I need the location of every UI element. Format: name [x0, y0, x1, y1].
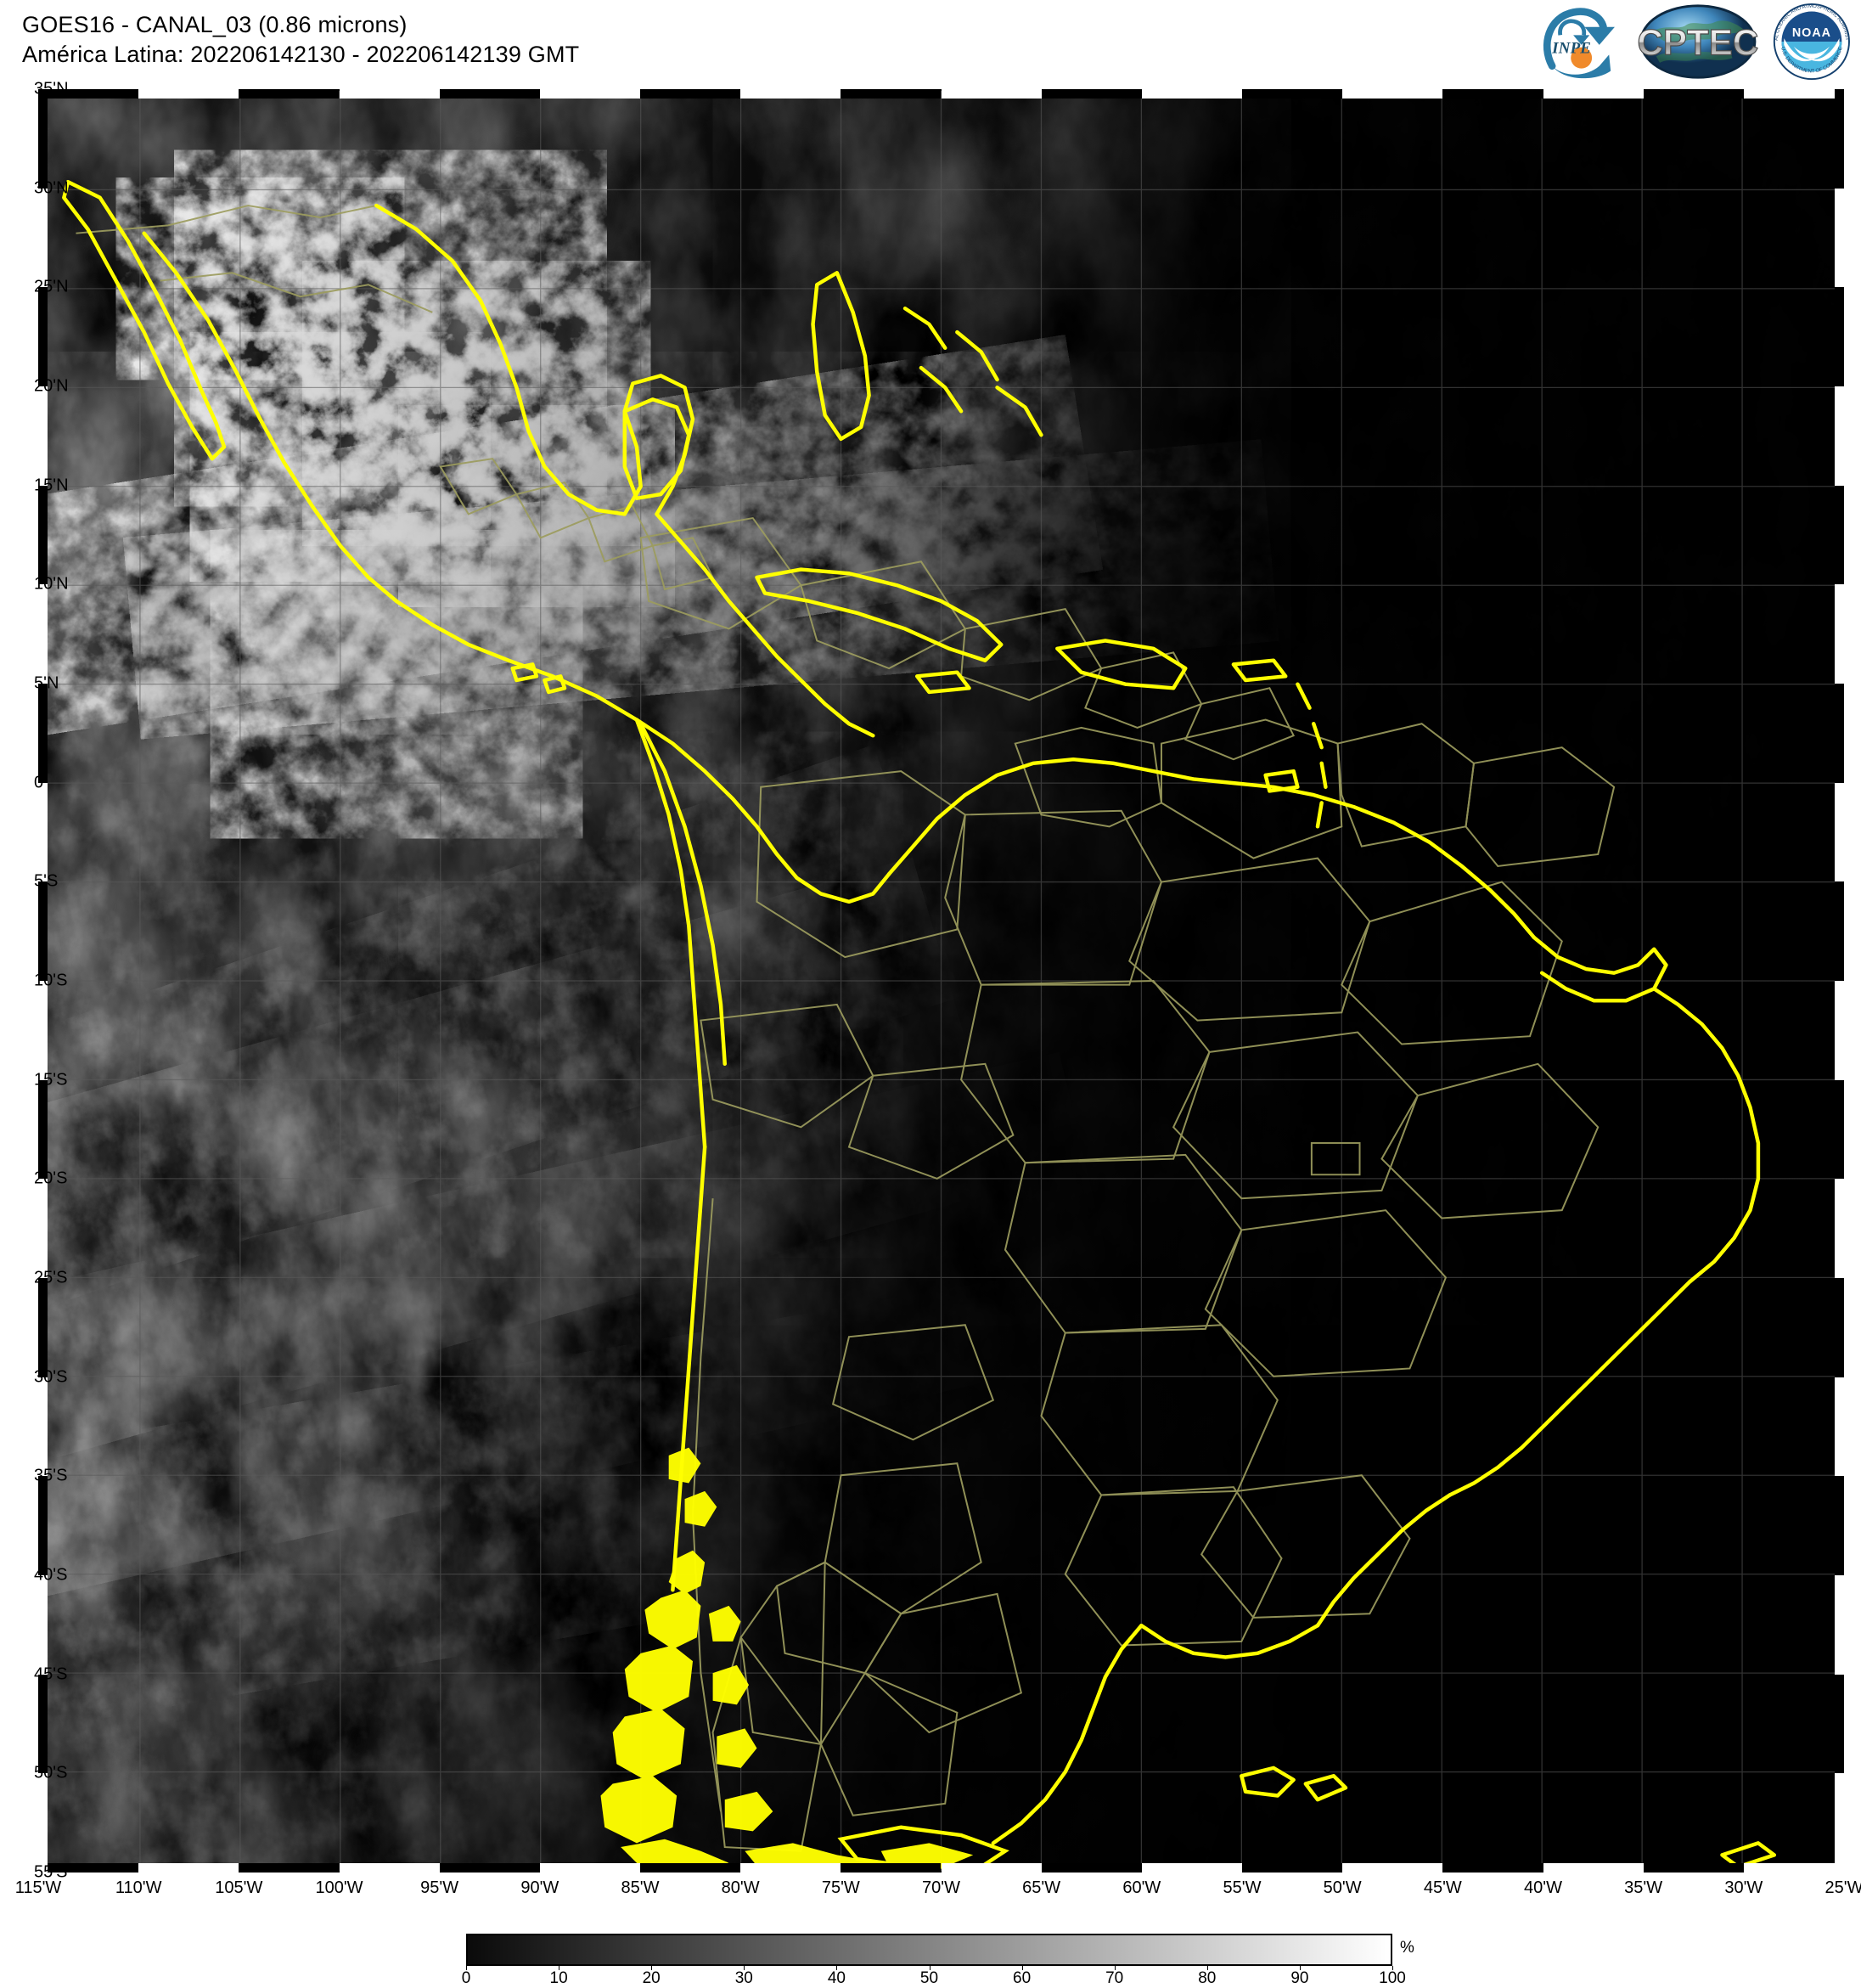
longitude-tick-label: 95'W — [420, 1878, 459, 1897]
reflectance-colorbar: % 0 10 20 30 40 50 60 70 80 90 100 — [462, 1934, 1414, 1987]
longitude-tick-label: 90'W — [520, 1878, 559, 1897]
colorbar-tick-label: 50 — [919, 1969, 939, 1987]
colorbar-tick-label: 30 — [734, 1969, 753, 1987]
colorbar-tick-mark — [836, 1966, 838, 1970]
header-bar: GOES16 - CANAL_03 (0.86 microns) América… — [0, 0, 1861, 85]
colorbar-tick-label: 70 — [1105, 1969, 1124, 1987]
longitude-tick-label: 65'W — [1022, 1878, 1061, 1897]
title-block: GOES16 - CANAL_03 (0.86 microns) América… — [22, 10, 579, 70]
longitude-tick-label: 80'W — [721, 1878, 760, 1897]
colorbar-tick-label: 0 — [461, 1969, 471, 1987]
agency-logos: INPE CPTEC — [1536, 2, 1853, 82]
longitude-tick-label: 60'W — [1122, 1878, 1161, 1897]
colorbar-tick-mark — [1299, 1966, 1301, 1970]
colorbar-tick-mark — [744, 1966, 745, 1970]
longitude-tick-label: 55'W — [1223, 1878, 1262, 1897]
colorbar-tick-label: 60 — [1013, 1969, 1032, 1987]
inpe-logo: INPE — [1543, 8, 1615, 79]
colorbar-tick-label: 90 — [1290, 1969, 1309, 1987]
colorbar-tick-mark — [1206, 1966, 1208, 1970]
region-time-subtitle: América Latina: 202206142130 - 202206142… — [22, 42, 580, 68]
longitude-tick-label: 35'W — [1624, 1878, 1663, 1897]
coastlines — [62, 179, 1777, 1869]
colorbar-unit-label: % — [1400, 1939, 1414, 1957]
longitude-tick-label: 40'W — [1524, 1878, 1562, 1897]
longitude-tick-label: 105'W — [215, 1878, 263, 1897]
colorbar-tick-mark — [1114, 1966, 1116, 1970]
colorbar-tick-mark — [1021, 1966, 1023, 1970]
longitude-tick-label: 75'W — [821, 1878, 860, 1897]
product-title: GOES16 - CANAL_03 (0.86 microns) — [22, 12, 408, 37]
longitude-tick-label: 45'W — [1423, 1878, 1462, 1897]
colorbar-tick-mark — [466, 1966, 467, 1970]
longitude-tick-label: 50'W — [1323, 1878, 1362, 1897]
colorbar-tick-mark — [651, 1966, 653, 1970]
satellite-imagery — [40, 91, 1842, 1871]
longitude-tick-label: 100'W — [315, 1878, 363, 1897]
colorbar-tick-label: 40 — [827, 1969, 846, 1987]
noaa-logo-text: NOAA — [1792, 26, 1831, 40]
colorbar-tick-label: 20 — [642, 1969, 661, 1987]
longitude-tick-label: 110'W — [115, 1878, 162, 1897]
cptec-logo-text: CPTEC — [1638, 22, 1759, 62]
colorbar-tick-mark — [1392, 1966, 1393, 1970]
satellite-map[interactable] — [38, 89, 1844, 1873]
longitude-tick-label: 30'W — [1724, 1878, 1763, 1897]
colorbar-tick-label: 100 — [1379, 1969, 1406, 1987]
tierra-del-fuego — [837, 1825, 1009, 1869]
cptec-logo: CPTEC — [1637, 4, 1759, 79]
longitude-tick-label: 85'W — [621, 1878, 660, 1897]
map-canvas — [40, 91, 1842, 1871]
inpe-logo-text: INPE — [1551, 39, 1591, 57]
patagonia-fjords — [600, 1447, 974, 1871]
noaa-logo: NOAA NATIONAL OCEANIC AND ATMOSPHERIC AD… — [1771, 3, 1851, 81]
colorbar-gradient — [466, 1934, 1392, 1966]
longitude-tick-label: 25'W — [1824, 1878, 1861, 1897]
colorbar-tick-label: 80 — [1198, 1969, 1217, 1987]
colorbar-tick-label: 10 — [549, 1969, 568, 1987]
longitude-tick-label: 115'W — [14, 1878, 62, 1897]
longitude-tick-label: 70'W — [922, 1878, 960, 1897]
